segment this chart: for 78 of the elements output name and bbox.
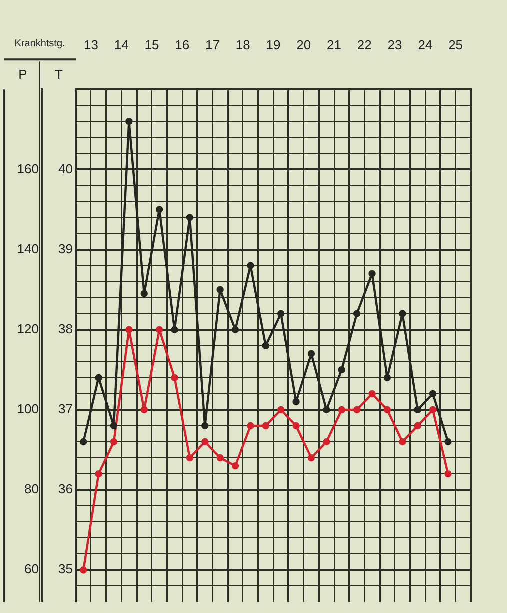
point (95, 374, 102, 382)
point (140, 290, 148, 298)
point (95, 470, 102, 478)
x-tick-label: 18 (236, 37, 250, 52)
point (232, 326, 240, 334)
point (80, 566, 88, 574)
y2-tick-label: 37 (58, 402, 73, 417)
point (262, 422, 270, 430)
point (399, 310, 406, 318)
x-tick-label: 16 (175, 37, 190, 52)
point (171, 326, 178, 334)
point (384, 406, 392, 414)
point (202, 438, 209, 446)
point (126, 118, 133, 126)
point (232, 462, 240, 470)
y2-tick-label: 40 (58, 161, 73, 176)
point (216, 286, 224, 294)
point (156, 206, 164, 214)
point (277, 310, 285, 318)
y-tick-label: 100 (17, 402, 39, 417)
x-tick-label: 17 (205, 37, 220, 52)
point (156, 326, 164, 334)
point (338, 406, 346, 414)
point (444, 470, 452, 478)
point (353, 310, 361, 318)
point (186, 214, 194, 222)
point (384, 374, 392, 382)
y-tick-label: 140 (17, 241, 39, 256)
point (323, 438, 330, 446)
y2-axis-title: T (55, 67, 64, 82)
x-tick-label: 14 (114, 37, 129, 52)
point (277, 406, 285, 414)
point (444, 438, 452, 446)
point (216, 454, 224, 462)
point (353, 406, 361, 414)
point (368, 270, 376, 278)
point (323, 406, 330, 414)
point (429, 406, 437, 414)
x-tick-label: 21 (327, 37, 342, 52)
x-tick-label: 20 (296, 37, 312, 52)
point (292, 422, 300, 430)
point (368, 390, 376, 398)
x-tick-label: 23 (388, 37, 402, 52)
x-tick-label: 15 (144, 37, 160, 52)
point (186, 454, 194, 462)
point (202, 422, 209, 430)
point (110, 438, 118, 446)
point (414, 422, 422, 430)
point (262, 342, 270, 350)
x-tick-label: 19 (266, 37, 281, 52)
point (338, 366, 346, 374)
y-tick-label: 80 (24, 482, 39, 497)
point (80, 438, 88, 446)
point (399, 438, 406, 446)
y2-tick-label: 35 (58, 562, 73, 577)
y-tick-label: 60 (24, 562, 39, 577)
y2-tick-label: 39 (58, 241, 73, 256)
x-tick-label: 25 (448, 37, 464, 52)
y-axis-title: P (18, 67, 28, 82)
y-tick-label: 160 (17, 161, 39, 176)
point (110, 422, 118, 430)
point (308, 454, 316, 462)
point (414, 406, 422, 414)
point (429, 390, 437, 398)
point (171, 374, 178, 382)
x-tick-label: 24 (418, 37, 433, 52)
y-tick-label: 120 (17, 321, 39, 336)
x-tick-label: 22 (357, 37, 372, 52)
point (126, 326, 133, 334)
point (247, 262, 254, 270)
point (308, 350, 316, 358)
y2-tick-label: 38 (58, 321, 73, 336)
x-tick-label: 13 (84, 37, 98, 52)
point (140, 406, 148, 414)
point (247, 422, 254, 430)
y2-tick-label: 36 (58, 482, 73, 497)
x-axis-title: Krankhtstg. (14, 38, 66, 50)
point (292, 398, 300, 406)
